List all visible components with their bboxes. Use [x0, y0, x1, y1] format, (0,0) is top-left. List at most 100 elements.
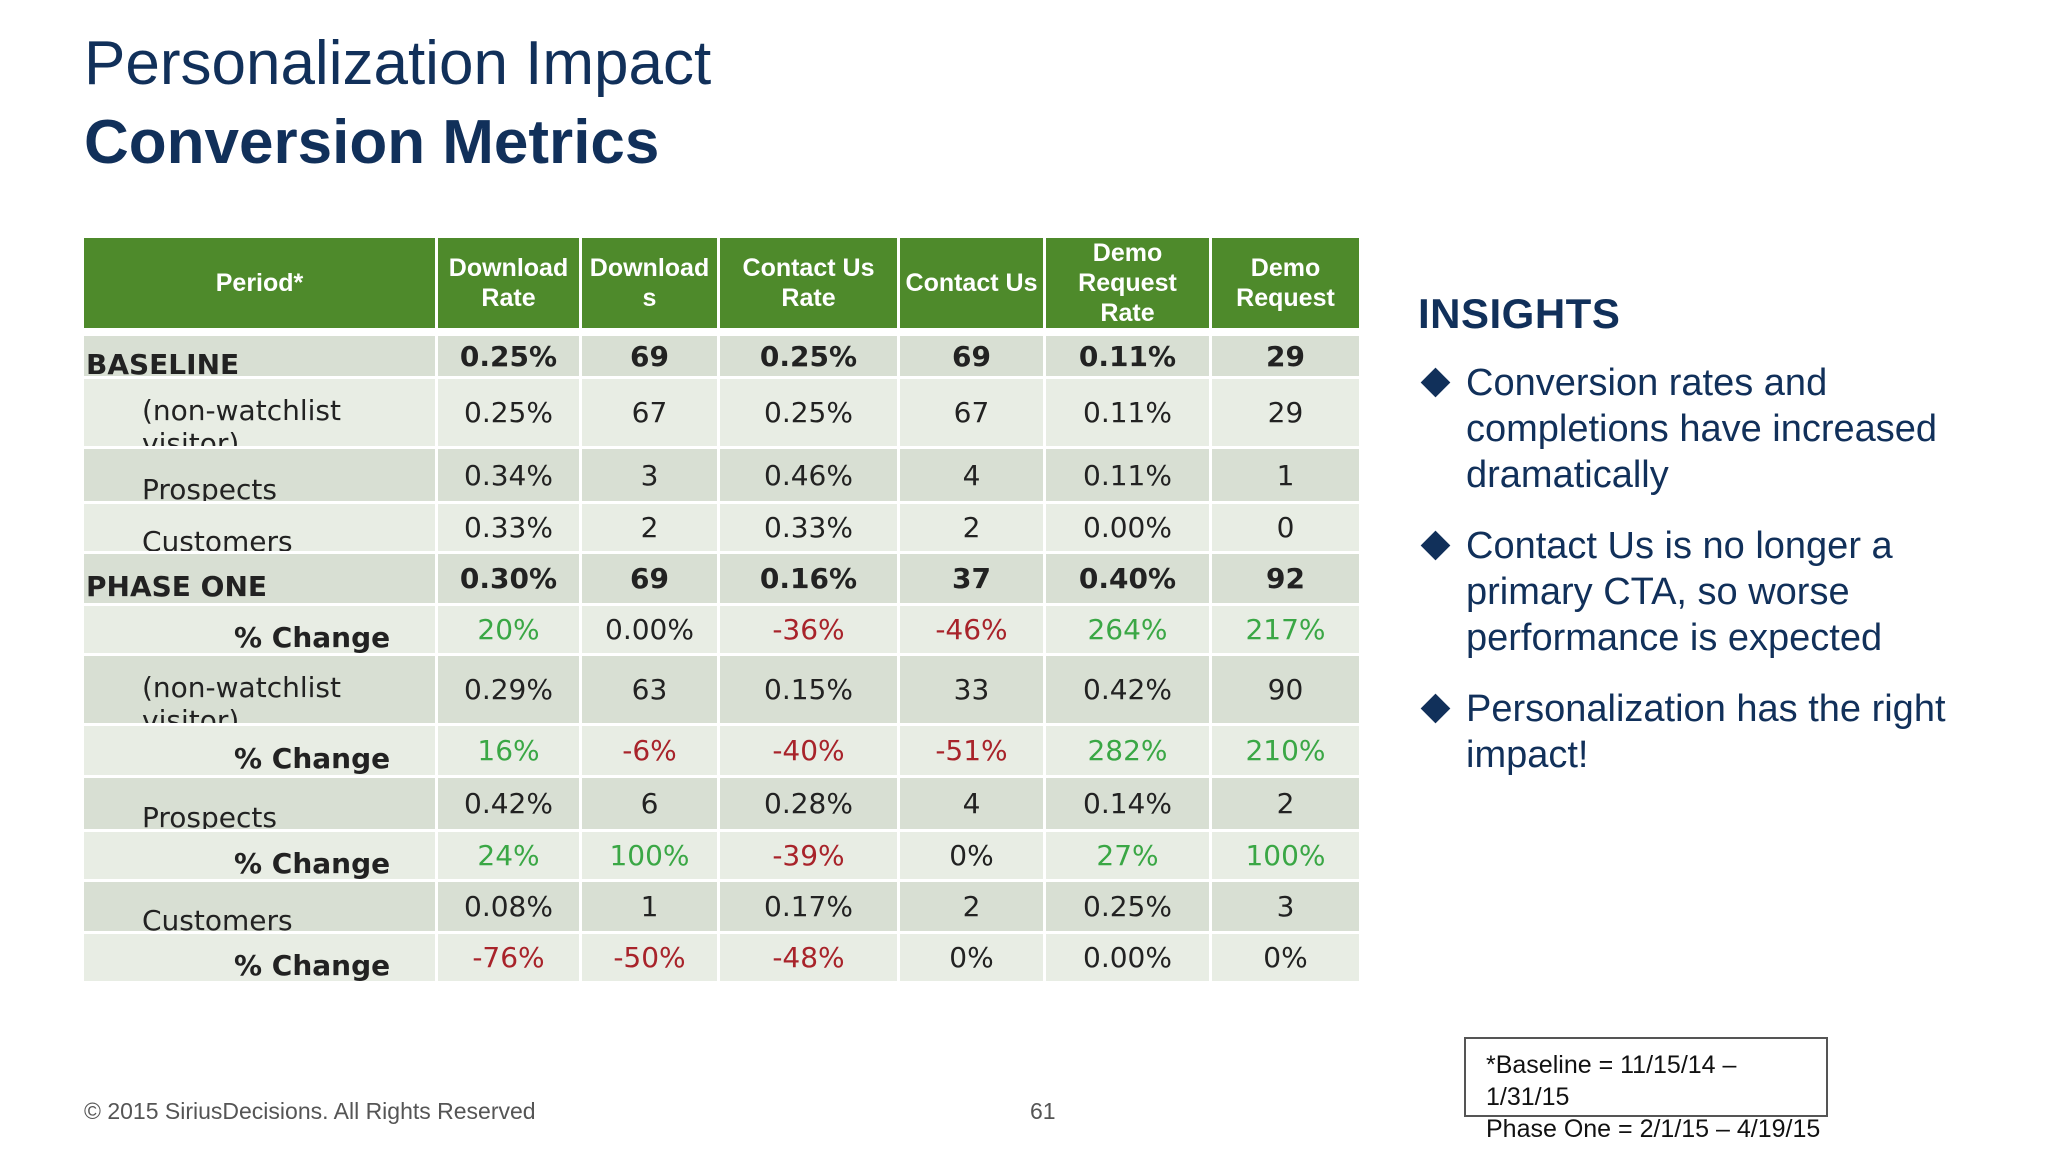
table-cell: 0.11% [1046, 446, 1212, 501]
row-label: Prospects [142, 801, 277, 834]
table-cell: 0.25% [438, 376, 582, 446]
table-cell: 0% [1212, 931, 1359, 981]
table-cell: 0.29% [438, 653, 582, 723]
column-header: Period* [84, 238, 438, 328]
table-cell: 0.40% [1046, 551, 1212, 603]
row-label-cell: % Change [84, 931, 438, 982]
table-cell: -6% [582, 723, 720, 775]
table-cell: 0.33% [720, 501, 900, 551]
table-cell: 100% [1212, 829, 1359, 879]
insight-bullet: Personalization has the right impact! [1418, 686, 1978, 778]
table-cell: 0.14% [1046, 775, 1212, 829]
row-label-cell: (non-watchlist visitor) [84, 376, 438, 460]
column-header: Demo Request [1212, 238, 1359, 328]
table-cell: -48% [720, 931, 900, 981]
table-cell: 20% [438, 603, 582, 653]
table-cell: 29 [1212, 376, 1359, 446]
column-header: Contact Us [900, 238, 1046, 328]
table-row: % Change 20% 0.00% -36% -46% 264% 217% [84, 603, 1359, 654]
column-header: Contact Us Rate [720, 238, 900, 328]
table-cell: -39% [720, 829, 900, 879]
row-label-cell: % Change [84, 723, 438, 775]
insights-panel: INSIGHTS Conversion rates and completion… [1418, 290, 1978, 803]
table-cell: 2 [900, 879, 1046, 931]
table-cell: 6 [582, 775, 720, 829]
table-cell: 4 [900, 775, 1046, 829]
table-cell: 69 [582, 328, 720, 376]
row-label: % Change [234, 742, 391, 775]
insight-text: Personalization has the right impact! [1466, 688, 1946, 776]
conversion-metrics-table: Period* Download Rate Download s Contact… [84, 238, 1359, 982]
table-header-row: Period* Download Rate Download s Contact… [84, 238, 1359, 328]
table-cell: 69 [582, 551, 720, 603]
table-cell: 27% [1046, 829, 1212, 879]
table-cell: 100% [582, 829, 720, 879]
table-cell: 264% [1046, 603, 1212, 653]
title-line-2: Conversion Metrics [84, 108, 660, 177]
column-header: Download s [582, 238, 720, 328]
table-cell: 0.11% [1046, 328, 1212, 376]
table-cell: 0.42% [1046, 653, 1212, 723]
table-cell: 282% [1046, 723, 1212, 775]
table-cell: 0.30% [438, 551, 582, 603]
table-cell: 67 [900, 376, 1046, 446]
table-cell: 0.08% [438, 879, 582, 931]
table-cell: 0.17% [720, 879, 900, 931]
table-cell: 67 [582, 376, 720, 446]
table-cell: 0.25% [438, 328, 582, 376]
row-label-cell: Prospects [84, 775, 438, 834]
row-label-cell: PHASE ONE [84, 551, 438, 603]
table-cell: -36% [720, 603, 900, 653]
table-cell: 0.34% [438, 446, 582, 501]
table-cell: 0.00% [582, 603, 720, 653]
title-line-1: Personalization Impact [84, 29, 712, 98]
table-cell: 33 [900, 653, 1046, 723]
table-cell: 0.15% [720, 653, 900, 723]
insight-text: Contact Us is no longer a primary CTA, s… [1466, 525, 1893, 659]
column-header: Demo Request Rate [1046, 238, 1212, 328]
table-cell: 1 [582, 879, 720, 931]
table-row: Prospects 0.34% 3 0.46% 4 0.11% 1 [84, 446, 1359, 506]
row-label: PHASE ONE [86, 570, 268, 603]
table-cell: 2 [900, 501, 1046, 551]
table-cell: 2 [1212, 775, 1359, 829]
table-cell: 0.33% [438, 501, 582, 551]
row-label: (non-watchlist visitor) [142, 670, 341, 737]
row-label-cell: (non-watchlist visitor) [84, 653, 438, 737]
table-cell: 0.25% [720, 376, 900, 446]
slide-title: Personalization Impact Conversion Metric… [84, 26, 711, 184]
table-row: Prospects 0.42% 6 0.28% 4 0.14% 2 [84, 775, 1359, 834]
row-label: % Change [234, 621, 391, 654]
table-cell: 217% [1212, 603, 1359, 653]
table-cell: 69 [900, 328, 1046, 376]
table-cell: 0.00% [1046, 931, 1212, 981]
table-cell: 0 [1212, 501, 1359, 551]
table-cell: -46% [900, 603, 1046, 653]
footnote-phase-one: Phase One = 2/1/15 – 4/19/15 [1486, 1115, 1821, 1143]
page-number: 61 [1030, 1098, 1056, 1124]
table-cell: -40% [720, 723, 900, 775]
table-body: BASELINE 0.25% 69 0.25% 69 0.11% 29 (non-watchl… [84, 328, 1359, 982]
row-label-cell: Prospects [84, 446, 438, 506]
diamond-bullet-icon [1420, 693, 1451, 724]
table-cell: 0% [900, 931, 1046, 981]
table-cell: 0.11% [1046, 376, 1212, 446]
table-cell: -50% [582, 931, 720, 981]
table-cell: 0.25% [1046, 879, 1212, 931]
table-row: PHASE ONE 0.30% 69 0.16% 37 0.40% 92 [84, 551, 1359, 603]
table-cell: 2 [582, 501, 720, 551]
table-row: (non-watchlist visitor) 0.29% 63 0.15% 33 0.4… [84, 653, 1359, 737]
date-range-footnote: *Baseline = 11/15/14 – 1/31/15 Phase One… [1464, 1037, 1828, 1143]
table-cell: -76% [438, 931, 582, 981]
table-cell: 0.46% [720, 446, 900, 501]
row-label-cell: BASELINE [84, 328, 438, 381]
row-label-cell: % Change [84, 829, 438, 880]
table-cell: 0.25% [720, 328, 900, 376]
table-cell: 0.16% [720, 551, 900, 603]
table-row: % Change 24% 100% -39% 0% 27% 100% [84, 829, 1359, 880]
table-cell: 1 [1212, 446, 1359, 501]
row-label: % Change [234, 949, 391, 982]
table-row: % Change 16% -6% -40% -51% 282% 210% [84, 723, 1359, 775]
insight-text: Conversion rates and completions have in… [1466, 362, 1938, 496]
table-cell: 0.28% [720, 775, 900, 829]
